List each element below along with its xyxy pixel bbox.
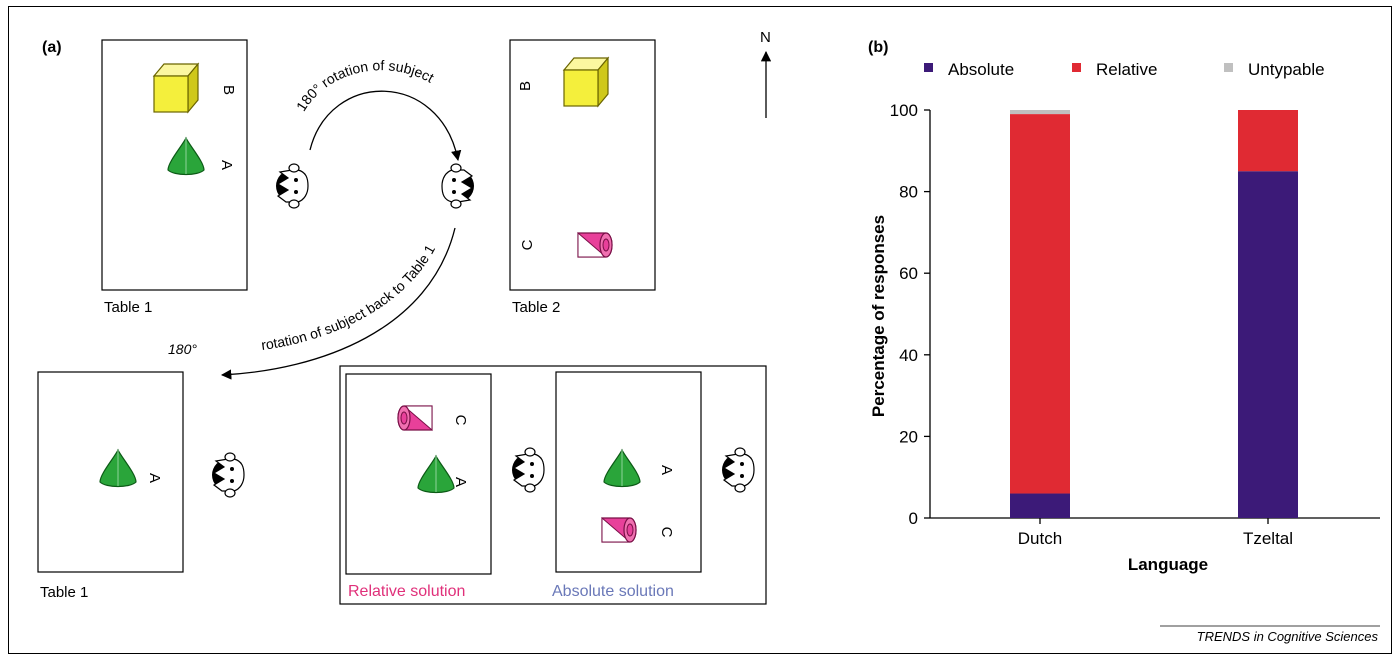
absolute-solution-label: Absolute solution: [552, 583, 674, 600]
legend-label: Absolute: [948, 60, 1014, 79]
subject-head-icon: [211, 452, 245, 498]
obj-a-label-abs: A: [658, 465, 675, 475]
y-tick-label: 60: [899, 264, 918, 283]
cube-b-icon: [153, 63, 199, 113]
y-tick-label: 100: [890, 101, 918, 120]
x-tick-label: Dutch: [1018, 529, 1062, 548]
y-tick-label: 80: [899, 183, 918, 202]
stacked-bar-chart: 0 20 40 60 80 100 Dutch Tzeltal: [890, 101, 1380, 548]
bar-segment-relative: [1238, 110, 1298, 172]
cylinder-c-icon: [577, 232, 613, 258]
x-axis-label: Language: [1128, 555, 1208, 574]
subject-head-icon: [721, 447, 755, 493]
cylinder-c-icon: [397, 405, 433, 431]
obj-c-label-t2: C: [519, 239, 536, 250]
cylinder-c-icon: [601, 517, 637, 543]
north-label: N: [760, 29, 771, 46]
legend-label: Relative: [1096, 60, 1157, 79]
panel-b-label: (b): [868, 39, 888, 56]
legend-swatch: [924, 63, 933, 72]
cone-a-icon: [167, 137, 205, 176]
obj-a-label-rel: A: [452, 477, 469, 487]
table1-bottom-label: Table 1: [40, 584, 88, 601]
figure-frame: [8, 6, 1392, 654]
bar-segment-absolute: [1010, 493, 1070, 518]
obj-a-label-t1: A: [218, 160, 235, 170]
bar-segment-untypable: [1010, 110, 1070, 115]
cone-a-icon: [603, 449, 641, 488]
obj-b-label-t2: B: [517, 81, 534, 91]
x-tick-label: Tzeltal: [1243, 529, 1293, 548]
panel-a-label: (a): [42, 39, 62, 56]
relative-solution-label: Relative solution: [348, 583, 465, 600]
y-tick-label: 20: [899, 427, 918, 446]
relative-table: [345, 373, 492, 575]
y-axis-label: Percentage of responses: [869, 215, 888, 417]
subject-head-icon: [441, 163, 475, 209]
obj-b-label-t1: B: [220, 85, 237, 95]
table2-label: Table 2: [512, 299, 560, 316]
subject-head-icon: [275, 163, 309, 209]
obj-c-label-rel: C: [452, 415, 469, 426]
y-tick-label: 0: [909, 509, 918, 528]
bar-segment-absolute: [1238, 171, 1298, 518]
legend-swatch: [1072, 63, 1081, 72]
arrow2-degree: 180°: [168, 341, 197, 357]
arrow1-text: 180° rotation of subject: [293, 57, 437, 114]
table1-top: [101, 39, 248, 291]
rotation-arrow-2: [220, 227, 456, 380]
table1-top-label: Table 1: [104, 299, 152, 316]
bar-segment-relative: [1010, 114, 1070, 494]
y-tick-label: 40: [899, 346, 918, 365]
subject-head-icon: [511, 447, 545, 493]
solutions-box: [339, 365, 767, 605]
chart-legend: Absolute Relative Untypable: [924, 60, 1325, 79]
table2: [509, 39, 656, 291]
cube-b-icon: [563, 57, 609, 107]
source-credit: TRENDS in Cognitive Sciences: [1197, 629, 1379, 644]
table1-bottom: [37, 371, 184, 573]
rotation-arrow-1: [309, 90, 462, 162]
obj-c-label-abs: C: [658, 527, 675, 538]
legend-swatch: [1224, 63, 1233, 72]
arrow2-text: rotation of subject back to Table 1: [260, 242, 438, 353]
obj-a-label-t1b: A: [146, 473, 163, 483]
cone-a-icon: [417, 455, 455, 494]
absolute-table: [555, 371, 702, 573]
cone-a-icon: [99, 449, 137, 488]
legend-label: Untypable: [1248, 60, 1325, 79]
